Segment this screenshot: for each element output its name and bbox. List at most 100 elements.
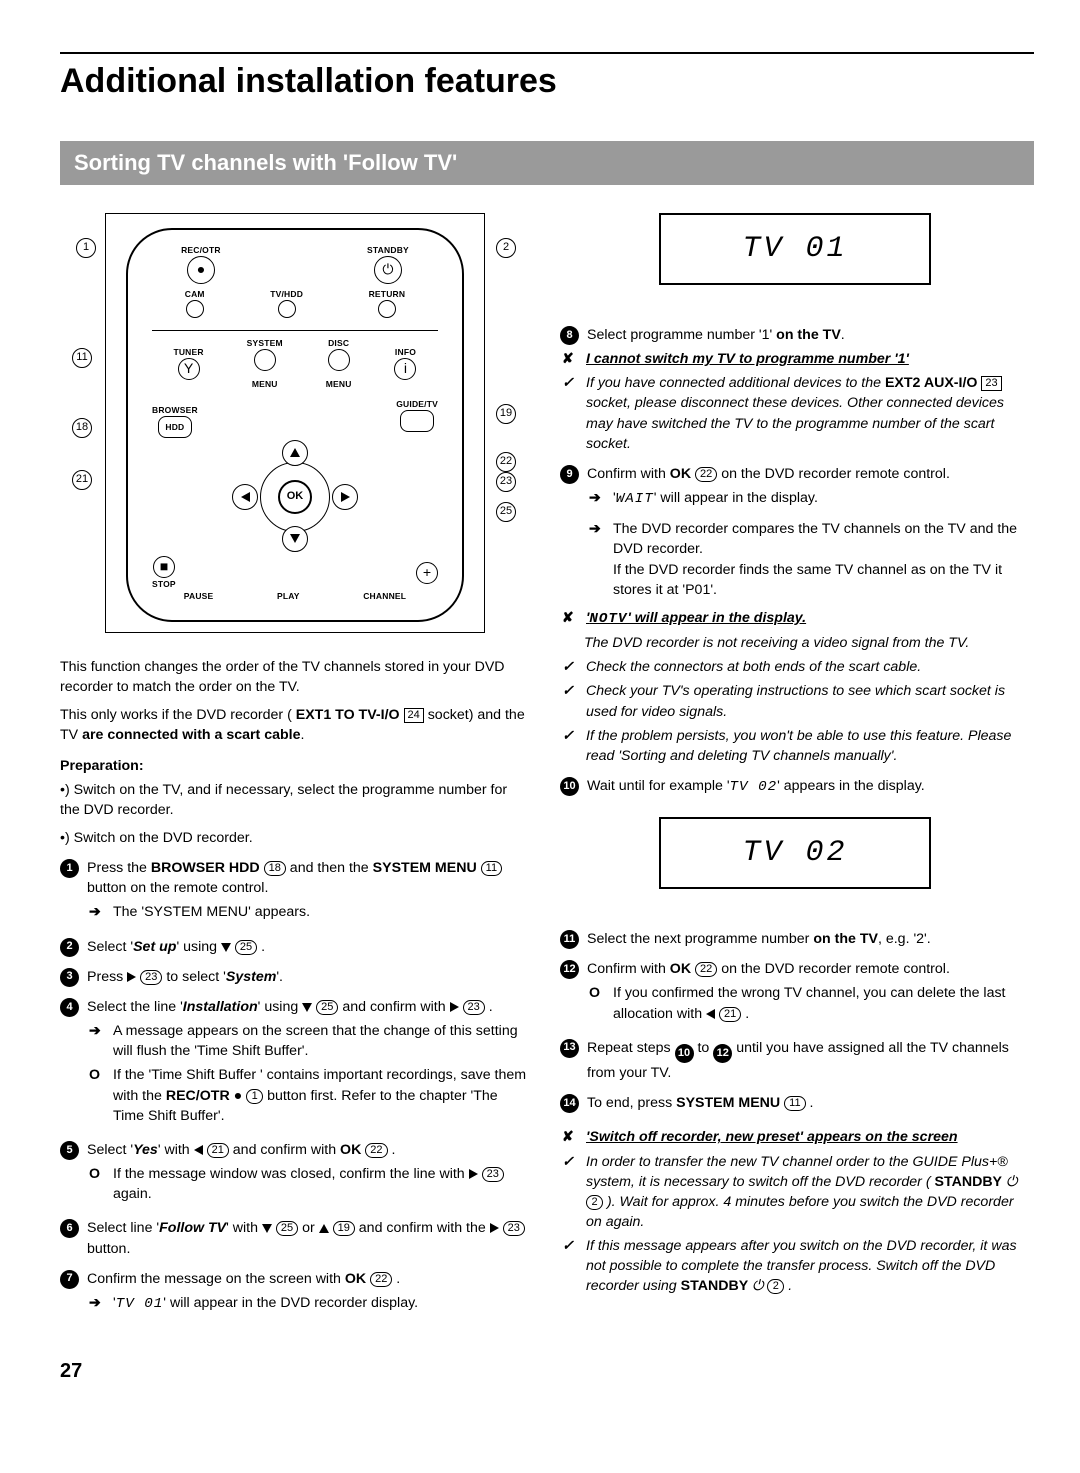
step-number: 4: [60, 998, 79, 1017]
callout-11: 11: [72, 348, 92, 368]
callout-25: 25: [496, 502, 516, 522]
page-number: 27: [60, 1360, 1034, 1383]
label-disc: DISC: [326, 337, 352, 349]
step-9: 9 Confirm with OK 22 on the DVD recorder…: [560, 464, 1030, 604]
standby-button-icon: ⏻: [374, 256, 402, 284]
trouble-1: ✘I cannot switch my TV to programme numb…: [560, 349, 1030, 454]
label-return: RETURN: [369, 288, 406, 300]
step-8: 8 Select programme number '1' on the TV.: [560, 325, 1030, 345]
callout-21: 21: [72, 470, 92, 490]
step-6: 6 Select line 'Follow TV' with 25 or 19 …: [60, 1218, 530, 1258]
left-triangle-icon: [706, 1009, 715, 1019]
label-cam: CAM: [185, 288, 205, 300]
step-7: 7 Confirm the message on the screen with…: [60, 1269, 530, 1318]
label-browser: BROWSER: [152, 404, 198, 416]
right-icon: [332, 484, 358, 510]
left-triangle-icon: [194, 1145, 203, 1155]
arrow-icon: ➔: [89, 1021, 105, 1061]
callout-2: 2: [496, 238, 516, 258]
remote-body: REC/OTR● STANDBY⏻ CAM TV/HDD RETURN TUNE…: [126, 228, 464, 622]
step-13: 13 Repeat steps 10 to 12 until you have …: [560, 1038, 1030, 1083]
label-menu1: MENU: [247, 378, 283, 390]
right-triangle-icon: [127, 972, 136, 982]
step-number: 6: [60, 1219, 79, 1238]
step-number: 8: [560, 326, 579, 345]
up-icon: [282, 440, 308, 466]
step-5: 5 Select 'Yes' with 21 and confirm with …: [60, 1140, 530, 1208]
step-1: 1 Press the BROWSER HDD 18 and then the …: [60, 858, 530, 926]
callout-19: 19: [496, 404, 516, 424]
page-title: Additional installation features: [60, 62, 1034, 101]
check-icon: ✓: [562, 1152, 578, 1233]
right-triangle-icon: [490, 1223, 499, 1233]
display-tv01: TV 01: [659, 213, 931, 285]
circle-icon: O: [589, 983, 605, 1023]
x-icon: ✘: [562, 608, 578, 629]
info-icon: i: [394, 358, 416, 380]
callout-1: 1: [76, 238, 96, 258]
prep-2: •) Switch on the DVD recorder.: [60, 828, 530, 848]
arrow-icon: ➔: [89, 902, 105, 922]
browser-hdd-icon: HDD: [158, 416, 192, 438]
step-number: 13: [560, 1039, 579, 1058]
step-12: 12 Confirm with OK 22 on the DVD recorde…: [560, 959, 1030, 1027]
trouble-2: ✘'NOTV' will appear in the display. The …: [560, 608, 1030, 766]
step-10: 10 Wait until for example 'TV 02' appear…: [560, 776, 1030, 797]
left-icon: [232, 484, 258, 510]
intro-1: This function changes the order of the T…: [60, 657, 530, 697]
x-icon: ✘: [562, 1127, 578, 1147]
label-channel: CHANNEL: [363, 590, 406, 602]
step-14: 14 To end, press SYSTEM MENU 11 .: [560, 1093, 1030, 1113]
arrow-icon: ➔: [589, 488, 605, 509]
arrow-icon: ➔: [89, 1293, 105, 1314]
label-info: INFO: [394, 346, 416, 358]
guide-icon: [400, 410, 434, 432]
remote-diagram: 1 2 11 18 21 19 22 23 25 REC/OTR● STANDB…: [105, 213, 485, 633]
disc-icon: [328, 349, 350, 371]
page: Additional installation features Sorting…: [0, 0, 1080, 1429]
check-icon: ✓: [562, 657, 578, 677]
cam-icon: [186, 300, 204, 318]
step-number: 9: [560, 465, 579, 484]
preparation-heading: Preparation:: [60, 756, 530, 776]
label-tvhdd: TV/HDD: [270, 288, 303, 300]
label-recotr: REC/OTR: [181, 244, 221, 256]
circle-icon: O: [89, 1164, 105, 1204]
check-icon: ✓: [562, 1236, 578, 1296]
stop-icon: ■: [153, 556, 175, 578]
right-triangle-icon: [469, 1169, 478, 1179]
display-tv02: TV 02: [659, 817, 931, 889]
check-icon: ✓: [562, 681, 578, 721]
check-icon: ✓: [562, 726, 578, 766]
circle-icon: O: [89, 1065, 105, 1125]
tvhdd-icon: [278, 300, 296, 318]
tuner-icon: Y: [178, 358, 200, 380]
ok-icon: OK: [278, 480, 312, 514]
down-icon: [282, 526, 308, 552]
step-number: 7: [60, 1270, 79, 1289]
label-guide: GUIDE/TV: [396, 398, 438, 410]
step-number: 14: [560, 1094, 579, 1113]
label-system: SYSTEM: [247, 337, 283, 349]
down-triangle-icon: [262, 1224, 272, 1233]
label-pause: PAUSE: [184, 590, 214, 602]
section-heading: Sorting TV channels with 'Follow TV': [60, 141, 1034, 185]
up-triangle-icon: [319, 1224, 329, 1233]
callout-18: 18: [72, 418, 92, 438]
step-number: 5: [60, 1141, 79, 1160]
dpad: OK: [220, 442, 370, 552]
right-column: TV 01 8 Select programme number '1' on t…: [560, 213, 1030, 1322]
step-2: 2 Select 'Set up' using 25 .: [60, 937, 530, 957]
intro-2: This only works if the DVD recorder ( EX…: [60, 705, 530, 745]
label-menu2: MENU: [326, 378, 352, 390]
prep-1: •) Switch on the TV, and if necessary, s…: [60, 780, 530, 820]
check-icon: ✓: [562, 373, 578, 454]
callout-23: 23: [496, 472, 516, 492]
label-stop: STOP: [152, 578, 176, 590]
down-triangle-icon: [221, 943, 231, 952]
label-standby: STANDBY: [367, 244, 409, 256]
step-11: 11 Select the next programme number on t…: [560, 929, 1030, 949]
label-play: PLAY: [277, 590, 300, 602]
step-number: 2: [60, 938, 79, 957]
trouble-3: ✘'Switch off recorder, new preset' appea…: [560, 1127, 1030, 1296]
